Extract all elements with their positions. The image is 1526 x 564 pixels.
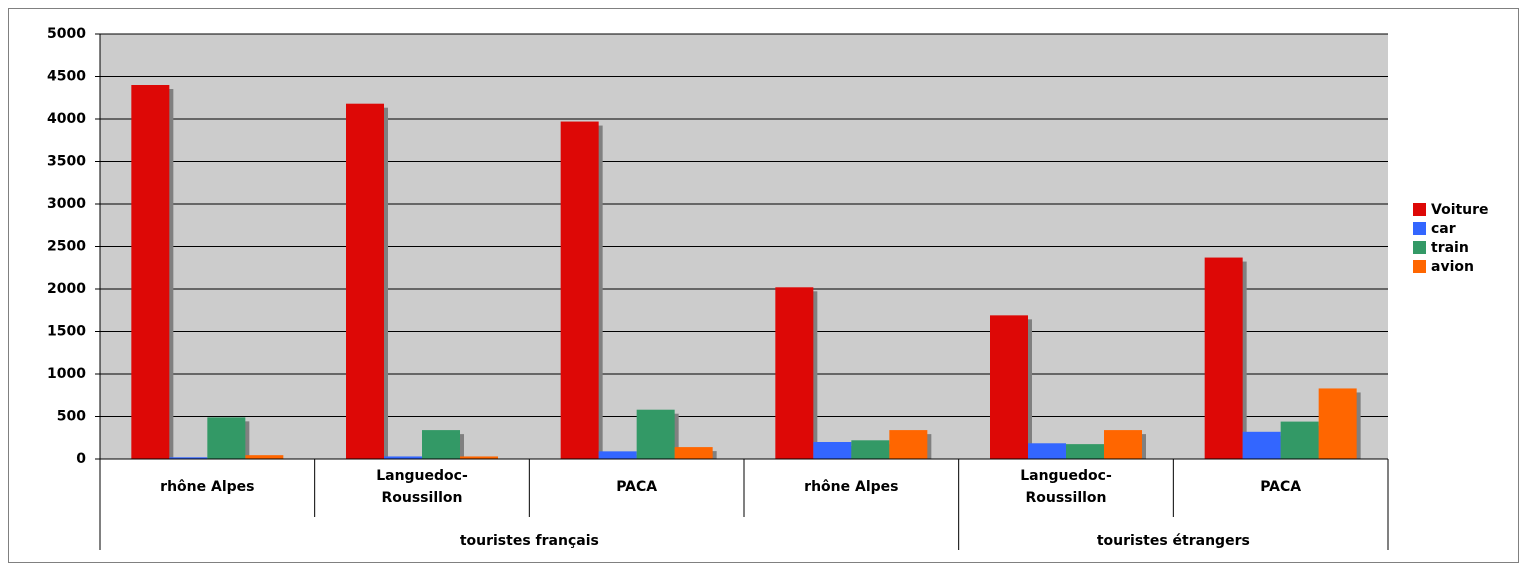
bar [1104, 430, 1142, 459]
group-label: touristes français [460, 533, 599, 549]
bar [636, 409, 675, 459]
bar [990, 315, 1028, 459]
x-tick-label: Languedoc- Roussillon [1020, 468, 1112, 506]
bar [889, 430, 928, 459]
bar [169, 457, 208, 459]
y-tick-label: 0 [76, 451, 86, 467]
bar [346, 103, 384, 459]
legend-label: train [1431, 240, 1469, 256]
bar [245, 455, 284, 459]
legend-label: car [1431, 221, 1456, 237]
y-tick-label: 1500 [47, 324, 86, 340]
y-tick-label: 2000 [47, 281, 86, 297]
label-line: Languedoc- [1020, 468, 1112, 484]
y-tick-label: 4500 [47, 69, 86, 85]
bar [384, 456, 422, 459]
legend-label: avion [1431, 259, 1474, 275]
legend-swatch [1413, 222, 1426, 235]
label-line: Languedoc- [376, 468, 468, 484]
bar [1028, 443, 1066, 459]
label-line: PACA [1260, 479, 1301, 495]
bar [1280, 421, 1319, 459]
bar [674, 447, 713, 459]
x-tick-label: rhône Alpes [804, 479, 898, 495]
label-line: Roussillon [381, 490, 462, 506]
x-tick-label: rhône Alpes [160, 479, 254, 495]
legend-label: Voiture [1431, 202, 1489, 218]
bar [775, 287, 814, 459]
y-tick-label: 1000 [47, 366, 86, 382]
y-tick-label: 500 [57, 409, 86, 425]
label-line: PACA [616, 479, 657, 495]
bar [1318, 388, 1357, 459]
bar [1066, 444, 1104, 459]
bar [813, 442, 852, 459]
label-line: Roussillon [1025, 490, 1106, 506]
group-label: touristes étrangers [1097, 533, 1250, 549]
bar [851, 440, 890, 459]
y-tick-label: 4000 [47, 111, 86, 127]
bar [460, 456, 498, 459]
bar [207, 417, 246, 459]
y-tick-label: 2500 [47, 239, 86, 255]
label-line: rhône Alpes [804, 479, 898, 495]
y-tick-label: 3000 [47, 196, 86, 212]
bar [131, 85, 170, 459]
legend-swatch [1413, 241, 1426, 254]
bar [1204, 257, 1243, 459]
bar [422, 430, 460, 459]
x-tick-label: PACA [1260, 479, 1301, 495]
label-line: rhône Alpes [160, 479, 254, 495]
legend-swatch [1413, 203, 1426, 216]
x-tick-label: PACA [616, 479, 657, 495]
y-tick-label: 5000 [47, 26, 86, 42]
bar [560, 121, 599, 460]
x-tick-label: Languedoc- Roussillon [376, 468, 468, 506]
bar [598, 451, 637, 459]
bar [1242, 431, 1281, 459]
legend-swatch [1413, 260, 1426, 273]
y-tick-label: 3500 [47, 154, 86, 170]
